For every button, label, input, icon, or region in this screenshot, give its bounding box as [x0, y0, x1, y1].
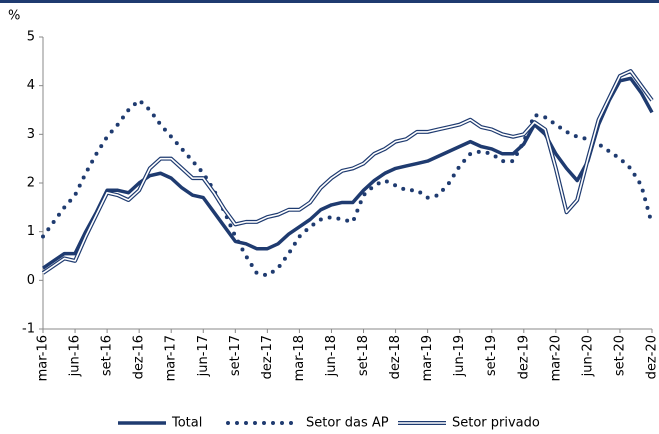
y-tick-label: 5 [27, 30, 35, 45]
x-tick-label: jun-19 [452, 335, 467, 377]
x-tick-label: jun-17 [196, 335, 211, 377]
x-tick-label: jun-16 [68, 335, 83, 377]
x-tick-label: mar-16 [36, 335, 51, 381]
y-tick-label: 2 [27, 176, 35, 191]
series-line [42, 76, 654, 270]
x-tick-label: mar-18 [292, 335, 307, 381]
x-tick-label: jun-18 [324, 335, 339, 377]
legend-label: Total [171, 416, 202, 431]
legend-label: Setor das AP [306, 416, 389, 431]
series-line-inner [42, 70, 653, 274]
x-tick-label: set-16 [100, 335, 115, 376]
top-border [0, 0, 659, 3]
x-tick-label: set-20 [612, 335, 627, 376]
x-tick-label: mar-20 [548, 335, 563, 381]
x-tick-label: dez-18 [388, 335, 403, 379]
x-tick-label: dez-20 [645, 335, 659, 379]
y-tick-label: 1 [27, 224, 35, 239]
y-tick-label: -1 [22, 322, 35, 337]
x-tick-label: dez-19 [516, 335, 531, 379]
series-line [41, 98, 654, 278]
x-tick-label: dez-17 [260, 335, 275, 379]
x-tick-label: mar-19 [420, 335, 435, 381]
series-line [41, 69, 654, 275]
x-tick-label: set-19 [484, 335, 499, 376]
x-tick-label: set-17 [228, 335, 243, 376]
y-tick-label: 0 [27, 273, 35, 288]
x-tick-label: dez-16 [132, 335, 147, 379]
legend-label: Setor privado [452, 416, 540, 431]
x-tick-label: mar-17 [164, 335, 179, 381]
y-axis-label: % [8, 9, 20, 24]
y-tick-label: 4 [27, 78, 35, 93]
y-tick-label: 3 [27, 127, 35, 142]
x-tick-label: set-18 [356, 335, 371, 376]
x-tick-label: jun-20 [580, 335, 595, 377]
